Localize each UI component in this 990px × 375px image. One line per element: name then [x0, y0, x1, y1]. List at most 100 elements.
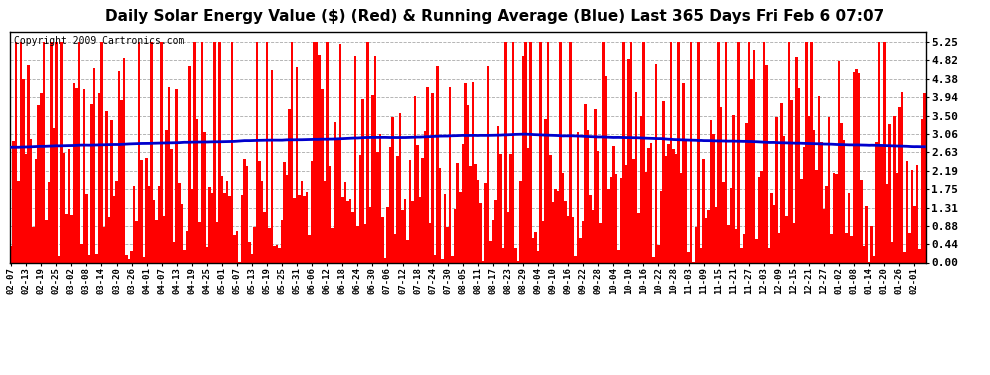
Bar [622, 42, 625, 262]
Bar [419, 197, 422, 262]
Bar [474, 164, 476, 262]
Bar [713, 135, 715, 262]
Bar [625, 165, 627, 262]
Bar [620, 178, 622, 262]
Bar [57, 256, 60, 262]
Bar [777, 232, 780, 262]
Bar [316, 42, 319, 262]
Bar [752, 50, 755, 262]
Bar [351, 211, 353, 262]
Bar [10, 246, 13, 262]
Bar [461, 144, 464, 262]
Bar [40, 93, 43, 262]
Bar [760, 171, 762, 262]
Bar [670, 42, 672, 262]
Bar [255, 42, 258, 262]
Bar [532, 238, 535, 262]
Bar [587, 130, 589, 262]
Bar [551, 202, 554, 262]
Bar [795, 57, 798, 262]
Bar [321, 88, 324, 262]
Bar [466, 105, 469, 262]
Bar [253, 226, 255, 262]
Bar [723, 182, 725, 262]
Bar [446, 227, 448, 262]
Bar [98, 93, 100, 262]
Bar [898, 107, 901, 262]
Bar [677, 42, 680, 262]
Bar [808, 116, 810, 262]
Text: Daily Solar Energy Value ($) (Red) & Running Average (Blue) Last 365 Days Fri Fe: Daily Solar Energy Value ($) (Red) & Run… [105, 9, 885, 24]
Bar [105, 111, 108, 262]
Bar [519, 181, 522, 262]
Bar [630, 42, 632, 262]
Bar [798, 88, 800, 262]
Bar [250, 254, 253, 262]
Bar [921, 119, 923, 262]
Bar [62, 153, 65, 262]
Bar [52, 128, 55, 262]
Bar [55, 42, 57, 262]
Bar [612, 146, 615, 262]
Bar [198, 222, 201, 262]
Bar [158, 186, 160, 262]
Bar [417, 146, 419, 262]
Bar [841, 123, 842, 262]
Bar [564, 201, 567, 262]
Bar [190, 189, 193, 262]
Bar [757, 177, 760, 262]
Bar [306, 192, 309, 262]
Bar [152, 200, 155, 262]
Bar [908, 233, 911, 262]
Bar [72, 83, 75, 262]
Bar [228, 196, 231, 262]
Bar [697, 42, 700, 262]
Bar [356, 226, 358, 262]
Bar [183, 250, 185, 262]
Bar [389, 147, 391, 262]
Bar [617, 251, 620, 262]
Bar [481, 261, 484, 262]
Bar [865, 206, 868, 262]
Bar [770, 193, 772, 262]
Bar [60, 42, 62, 262]
Bar [128, 260, 131, 262]
Bar [635, 92, 638, 262]
Bar [131, 252, 133, 262]
Bar [833, 173, 836, 262]
Bar [213, 42, 216, 262]
Bar [314, 42, 316, 262]
Bar [888, 124, 891, 262]
Bar [260, 181, 263, 262]
Bar [667, 144, 670, 262]
Bar [880, 145, 883, 262]
Bar [755, 239, 757, 262]
Bar [745, 123, 747, 262]
Bar [499, 154, 502, 262]
Bar [471, 82, 474, 262]
Bar [334, 122, 336, 262]
Bar [226, 181, 228, 262]
Bar [484, 183, 487, 262]
Bar [632, 159, 635, 262]
Bar [399, 112, 401, 262]
Bar [821, 142, 823, 262]
Bar [740, 248, 742, 262]
Bar [589, 195, 592, 262]
Bar [379, 134, 381, 262]
Bar [883, 42, 885, 262]
Bar [218, 42, 221, 262]
Bar [208, 188, 211, 262]
Bar [858, 73, 860, 262]
Bar [584, 104, 587, 262]
Bar [855, 69, 858, 262]
Bar [33, 227, 35, 262]
Bar [404, 199, 406, 262]
Bar [730, 188, 733, 262]
Bar [384, 258, 386, 262]
Bar [718, 42, 720, 262]
Bar [725, 42, 728, 262]
Bar [682, 82, 685, 262]
Bar [281, 220, 283, 262]
Bar [494, 200, 497, 262]
